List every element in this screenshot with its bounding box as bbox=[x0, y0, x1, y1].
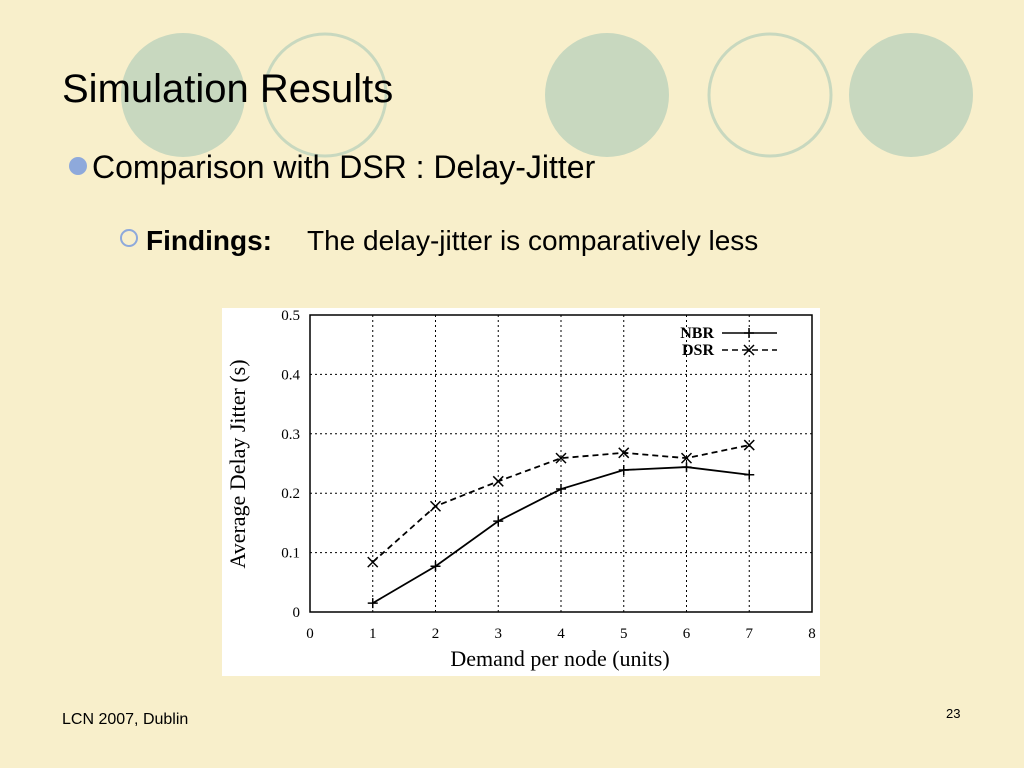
sub-bullet-text: The delay-jitter is comparatively less bbox=[307, 225, 758, 256]
chart-background bbox=[222, 308, 820, 676]
decor-circle bbox=[121, 33, 245, 157]
y-tick-label: 0.2 bbox=[281, 486, 300, 502]
point-marker bbox=[430, 561, 441, 572]
point-marker bbox=[618, 465, 629, 476]
footer: LCN 2007, Dublin bbox=[62, 711, 188, 728]
y-tick-label: 0.1 bbox=[281, 546, 300, 562]
y-axis-label: Average Delay Jitter (s) bbox=[225, 359, 250, 568]
bullet-dot bbox=[69, 157, 87, 175]
point-marker bbox=[367, 556, 379, 568]
x-tick-label: 2 bbox=[432, 626, 440, 642]
x-tick-label: 6 bbox=[683, 626, 691, 642]
point-marker bbox=[429, 500, 442, 512]
x-tick-label: 7 bbox=[746, 626, 754, 642]
page-number: 23 bbox=[946, 706, 960, 721]
x-tick-label: 3 bbox=[495, 626, 503, 642]
decor-circle bbox=[849, 33, 973, 157]
point-marker bbox=[367, 598, 378, 609]
point-marker bbox=[743, 439, 755, 451]
point-marker bbox=[743, 344, 755, 356]
point-marker bbox=[618, 447, 630, 459]
x-tick-label: 1 bbox=[369, 626, 377, 642]
point-marker bbox=[492, 475, 504, 487]
sub-bullet-dot bbox=[120, 229, 138, 247]
y-tick-label: 0 bbox=[293, 605, 301, 621]
point-marker bbox=[680, 452, 693, 464]
legend-label: NBR bbox=[680, 325, 714, 342]
point-marker bbox=[744, 469, 755, 480]
slide-title: Simulation Results bbox=[62, 67, 393, 111]
x-tick-label: 8 bbox=[808, 626, 816, 642]
y-tick-label: 0.4 bbox=[281, 367, 300, 383]
point-marker bbox=[681, 462, 692, 473]
x-tick-label: 5 bbox=[620, 626, 628, 642]
plot-frame bbox=[309, 314, 813, 613]
bullet-text: Comparison with DSR : Delay-Jitter bbox=[92, 149, 596, 185]
point-marker bbox=[493, 516, 504, 527]
decor-circle bbox=[545, 33, 669, 157]
x-axis-label: Demand per node (units) bbox=[450, 646, 669, 671]
point-marker bbox=[556, 484, 566, 495]
legend-label: DSR bbox=[682, 342, 714, 359]
decor-circle bbox=[262, 32, 388, 158]
y-tick-label: 0.5 bbox=[281, 308, 300, 324]
sub-bullet-label: Findings: bbox=[146, 225, 272, 256]
point-marker bbox=[744, 328, 754, 338]
y-tick-label: 0.3 bbox=[281, 427, 300, 443]
x-tick-label: 0 bbox=[306, 626, 314, 642]
x-tick-label: 4 bbox=[557, 626, 565, 642]
point-marker bbox=[555, 452, 567, 464]
decor-circle bbox=[707, 32, 833, 158]
